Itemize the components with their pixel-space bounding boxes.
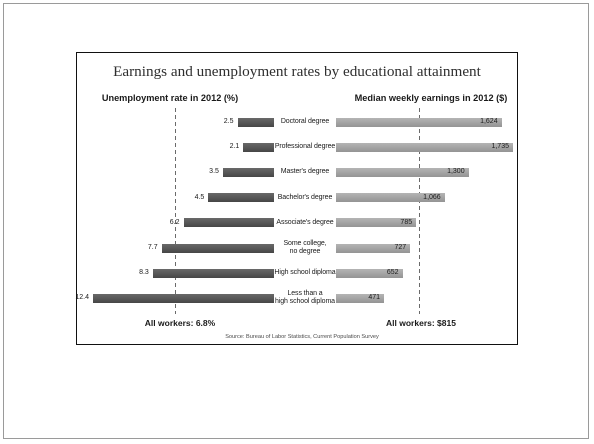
category-label: Less than a high school diploma: [275, 290, 335, 306]
unemployment-value-label: 4.5: [194, 193, 205, 201]
unemployment-bar: [161, 243, 274, 253]
earnings-value-label: 1,066: [423, 193, 441, 201]
earnings-bar: [336, 167, 469, 177]
earnings-value-label: 1,624: [480, 118, 498, 125]
unemployment-value-label: 3.5: [209, 168, 219, 176]
earnings-bar: [336, 293, 384, 303]
earnings-value-label: 727: [394, 244, 407, 251]
earnings-bar: [336, 243, 411, 253]
unemployment-all-workers-line: [174, 108, 176, 314]
chart-figure: Earnings and unemployment rates by educa…: [75, 52, 518, 345]
slide-border: [3, 3, 589, 439]
category-label: High school diploma: [274, 269, 336, 277]
unemployment-bar: [237, 117, 274, 127]
earnings-panel-title: Median weekly earnings in 2012 ($): [354, 93, 508, 103]
earnings-value-label: 1,735: [491, 143, 509, 151]
unemployment-all-workers-label: All workers: 6.8%: [144, 318, 216, 328]
unemployment-panel-title: Unemployment rate in 2012 (%): [101, 93, 239, 103]
plot-area: 2.5 1,624 Doctoral degree 2.1 1,735 Professio…: [75, 52, 518, 345]
earnings-bar: [336, 268, 403, 278]
chart-title: Earnings and unemployment rates by educa…: [113, 63, 481, 80]
unemployment-bar: [183, 218, 274, 228]
unemployment-bar: [222, 167, 274, 177]
category-label: Professional degree: [274, 143, 336, 151]
earnings-bar: [336, 193, 445, 203]
category-label: Bachelor's degree: [277, 193, 333, 201]
unemployment-bar: [243, 142, 274, 152]
unemployment-value-label: 6.2: [169, 218, 180, 226]
earnings-bar: [336, 117, 502, 127]
earnings-value-label: 1,300: [447, 168, 465, 176]
earnings-bar: [336, 142, 513, 152]
category-label: Associate's degree: [276, 218, 334, 226]
unemployment-bar: [93, 293, 274, 303]
category-label: Doctoral degree: [280, 118, 330, 125]
unemployment-value-label: 7.7: [147, 244, 158, 251]
earnings-value-label: 785: [400, 218, 413, 226]
unemployment-value-label: 8.3: [139, 269, 149, 277]
category-label: Master's degree: [280, 168, 330, 176]
earnings-all-workers-label: All workers: $815: [386, 318, 456, 328]
earnings-value-label: 471: [368, 294, 380, 302]
unemployment-value-label: 2.5: [223, 118, 234, 125]
unemployment-value-label: 12.4: [75, 294, 89, 302]
earnings-all-workers-line: [419, 108, 421, 314]
earnings-value-label: 652: [386, 269, 399, 277]
unemployment-value-label: 2.1: [229, 143, 240, 151]
unemployment-bar: [208, 193, 274, 203]
source-note: Source: Bureau of Labor Statistics, Curr…: [225, 334, 379, 340]
earnings-bar: [336, 218, 417, 228]
category-label: Some college, no degree: [283, 240, 327, 255]
unemployment-bar: [152, 268, 274, 278]
